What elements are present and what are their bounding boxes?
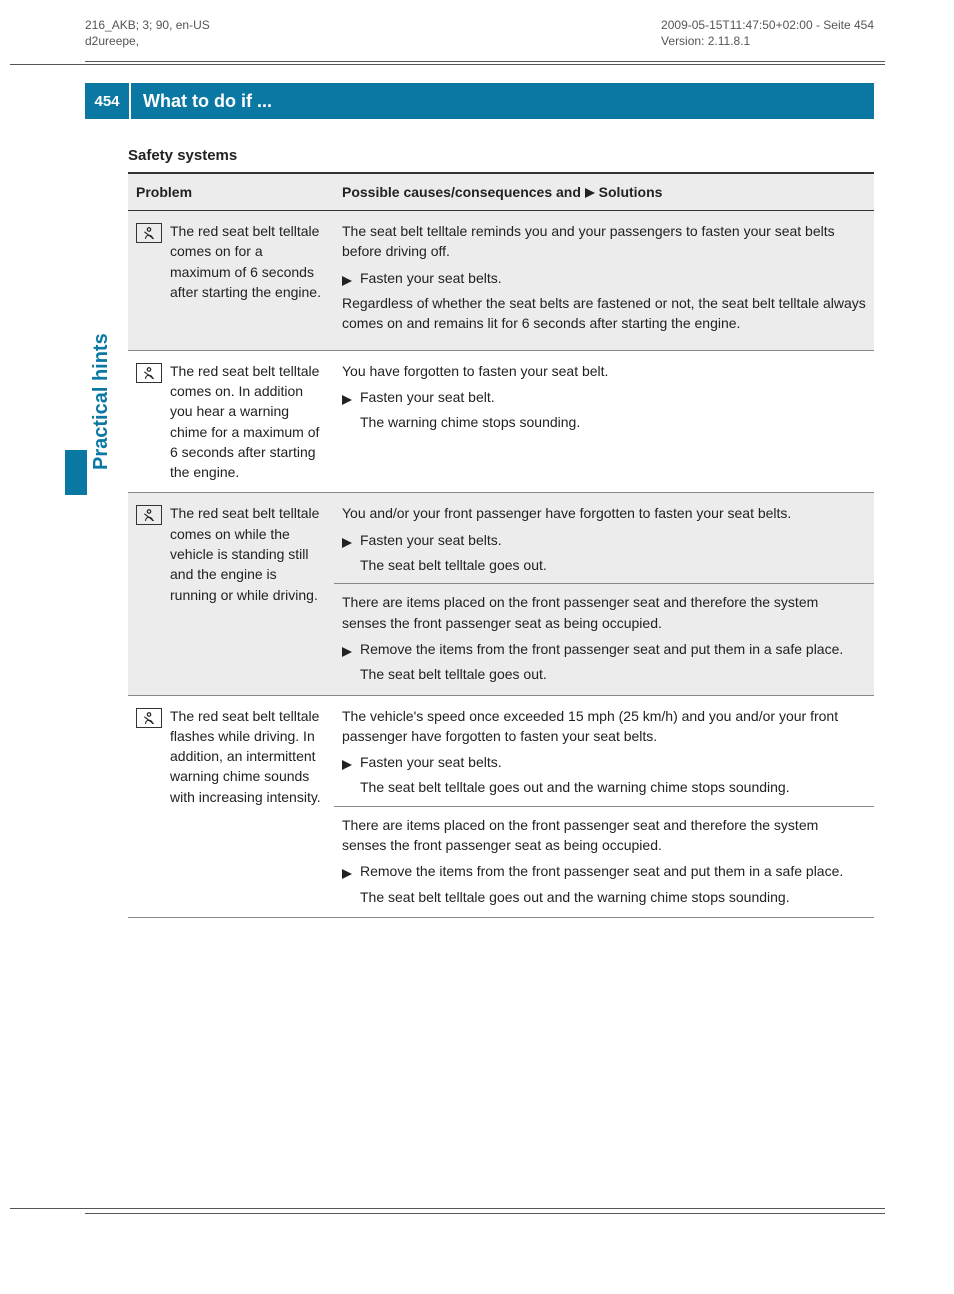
- triangle-right-icon: [342, 864, 356, 884]
- table-row: The red seat belt telltale comes on for …: [128, 211, 874, 350]
- solution-step-text: Remove the items from the front passenge…: [360, 861, 866, 881]
- doc-meta: 216_AKB; 3; 90, en-US d2ureepe, 2009-05-…: [0, 0, 954, 57]
- troubleshoot-table: Problem Possible causes/consequences and…: [128, 172, 874, 918]
- solution-step-text: Fasten your seat belts.: [360, 752, 866, 772]
- problem-cell: The red seat belt telltale comes on whil…: [128, 493, 334, 695]
- solution-step-text: Fasten your seat belts.: [360, 268, 866, 288]
- solution-intro: There are items placed on the front pass…: [342, 592, 866, 633]
- solution-step: Remove the items from the front passenge…: [342, 861, 866, 884]
- col-header-problem: Problem: [128, 173, 334, 211]
- triangle-right-icon: [342, 533, 356, 553]
- table-row: The red seat belt telltale flashes while…: [128, 695, 874, 917]
- page-number: 454: [85, 83, 131, 119]
- rule: [85, 1213, 885, 1214]
- seatbelt-icon: [136, 363, 162, 383]
- solution-result: The seat belt telltale goes out and the …: [342, 777, 866, 797]
- col-header-solution-prefix: Possible causes/consequences and: [342, 184, 585, 200]
- sub-divider: [334, 806, 874, 807]
- solution-step: Fasten your seat belts.: [342, 752, 866, 775]
- problem-cell: The red seat belt telltale comes on for …: [128, 211, 334, 350]
- table-body: The red seat belt telltale comes on for …: [128, 211, 874, 918]
- chapter-title: What to do if ...: [131, 83, 874, 119]
- triangle-right-icon: [342, 390, 356, 410]
- problem-text: The red seat belt telltale comes on. In …: [170, 361, 326, 483]
- solution-result: The seat belt telltale goes out.: [342, 664, 866, 684]
- meta-left-1: 216_AKB; 3; 90, en-US: [85, 18, 210, 34]
- top-rules: [0, 61, 954, 65]
- rule: [10, 64, 885, 65]
- sub-divider: [334, 583, 874, 584]
- rule: [85, 61, 885, 62]
- problem-cell: The red seat belt telltale flashes while…: [128, 695, 334, 917]
- content-area: Safety systems Problem Possible causes/c…: [128, 147, 874, 918]
- table-row: The red seat belt telltale comes on whil…: [128, 493, 874, 695]
- solution-step-text: Fasten your seat belts.: [360, 530, 866, 550]
- solution-intro: You have forgotten to fasten your seat b…: [342, 361, 866, 381]
- meta-right-2: Version: 2.11.8.1: [661, 34, 874, 50]
- solution-intro: The vehicle's speed once exceeded 15 mph…: [342, 706, 866, 747]
- triangle-right-icon: [342, 271, 356, 291]
- solution-step-text: Fasten your seat belt.: [360, 387, 866, 407]
- section-title: Safety systems: [128, 147, 874, 164]
- seatbelt-icon: [136, 505, 162, 525]
- bottom-rules: [0, 1206, 954, 1214]
- seatbelt-icon: [136, 708, 162, 728]
- page: 216_AKB; 3; 90, en-US d2ureepe, 2009-05-…: [0, 0, 954, 1294]
- side-label: Practical hints: [90, 333, 113, 470]
- solution-intro: There are items placed on the front pass…: [342, 815, 866, 856]
- problem-text: The red seat belt telltale flashes while…: [170, 706, 326, 807]
- solution-cell: The seat belt telltale reminds you and y…: [334, 211, 874, 350]
- solution-step: Remove the items from the front passenge…: [342, 639, 866, 662]
- triangle-right-icon: [342, 642, 356, 662]
- solution-step: Fasten your seat belts.: [342, 530, 866, 553]
- solution-intro: You and/or your front passenger have for…: [342, 503, 866, 523]
- triangle-right-icon: [585, 188, 595, 198]
- meta-right-1: 2009-05-15T11:47:50+02:00 - Seite 454: [661, 18, 874, 34]
- problem-text: The red seat belt telltale comes on for …: [170, 221, 326, 302]
- col-header-solution-suffix: Solutions: [595, 184, 663, 200]
- solution-result: The seat belt telltale goes out.: [342, 555, 866, 575]
- solution-cell: You have forgotten to fasten your seat b…: [334, 350, 874, 493]
- solution-result: The seat belt telltale goes out and the …: [342, 887, 866, 907]
- seatbelt-icon: [136, 223, 162, 243]
- solution-step-text: Remove the items from the front passenge…: [360, 639, 866, 659]
- problem-cell: The red seat belt telltale comes on. In …: [128, 350, 334, 493]
- solution-outro: Regardless of whether the seat belts are…: [342, 293, 866, 334]
- solution-cell: The vehicle's speed once exceeded 15 mph…: [334, 695, 874, 917]
- problem-text: The red seat belt telltale comes on whil…: [170, 503, 326, 604]
- triangle-right-icon: [342, 755, 356, 775]
- col-header-solution: Possible causes/consequences and Solutio…: [334, 173, 874, 211]
- rule: [10, 1208, 885, 1209]
- solution-result: The warning chime stops sounding.: [342, 412, 866, 432]
- solution-intro: The seat belt telltale reminds you and y…: [342, 221, 866, 262]
- chapter-header: 454 What to do if ...: [85, 83, 874, 119]
- table-row: The red seat belt telltale comes on. In …: [128, 350, 874, 493]
- solution-step: Fasten your seat belts.: [342, 268, 866, 291]
- side-tab: [65, 450, 87, 495]
- meta-left-2: d2ureepe,: [85, 34, 210, 50]
- solution-step: Fasten your seat belt.: [342, 387, 866, 410]
- solution-cell: You and/or your front passenger have for…: [334, 493, 874, 695]
